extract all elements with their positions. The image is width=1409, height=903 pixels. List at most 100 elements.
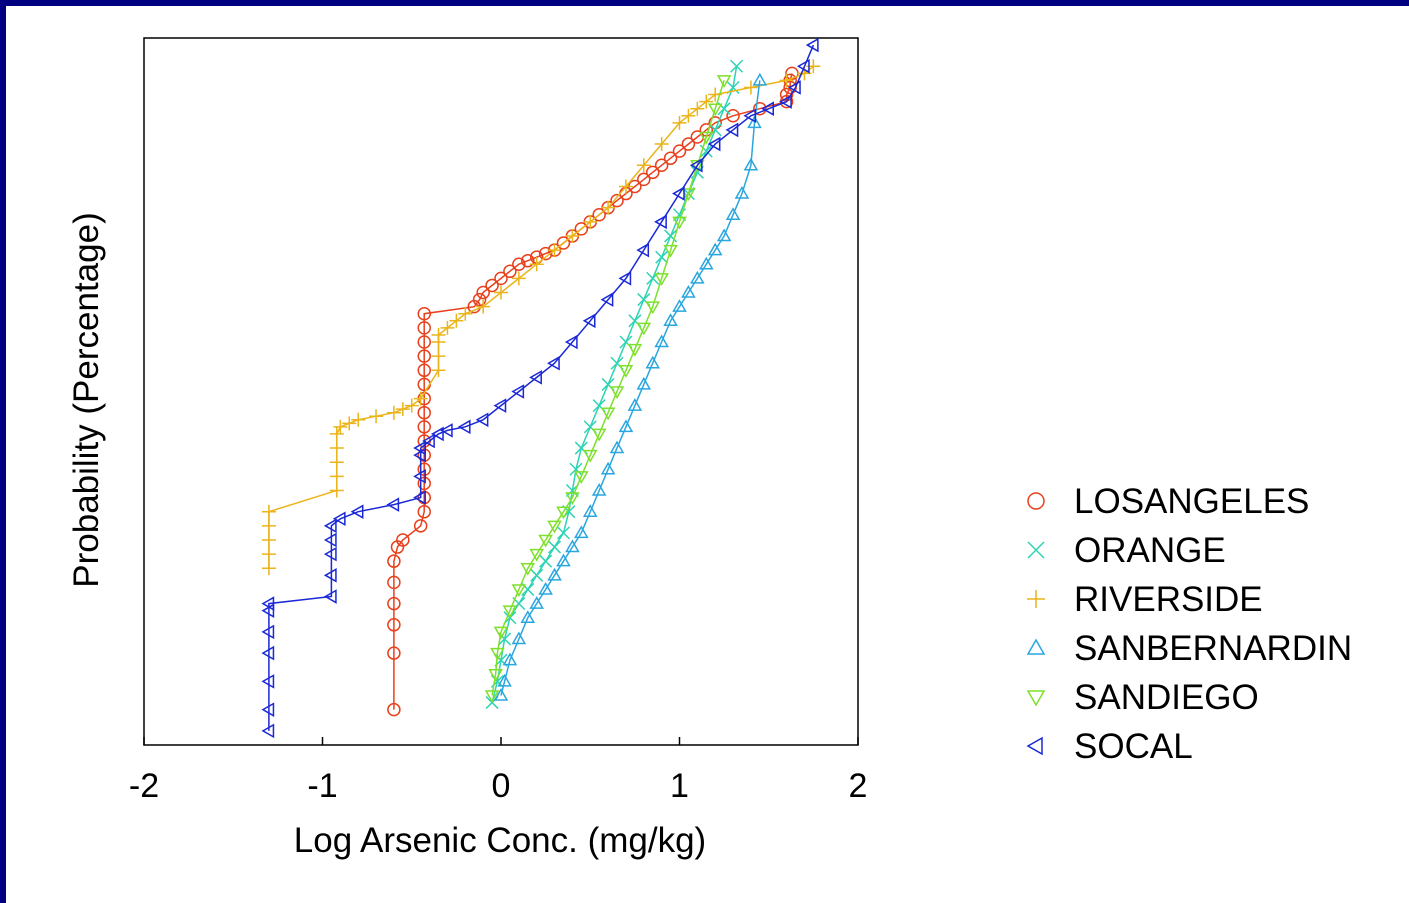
- data-point: [417, 504, 431, 519]
- data-point: [387, 596, 401, 611]
- legend-marker: [1026, 736, 1043, 756]
- data-point: [417, 405, 431, 420]
- data-point: [261, 674, 275, 689]
- data-point: [261, 702, 275, 717]
- data-point: [417, 335, 431, 349]
- data-point: [439, 423, 453, 438]
- data-point: [592, 208, 606, 222]
- legend-item: SOCAL: [1026, 727, 1193, 766]
- data-point: [475, 412, 489, 428]
- data-point: [538, 246, 553, 261]
- data-point: [663, 313, 678, 327]
- series-sanbernardin: [493, 72, 768, 701]
- data-point: [747, 115, 762, 129]
- series-socal: [261, 37, 819, 739]
- data-point: [681, 137, 696, 151]
- data-point: [574, 525, 589, 539]
- data-point: [565, 228, 580, 243]
- data-point: [805, 37, 819, 53]
- data-point: [413, 490, 426, 505]
- data-point: [600, 292, 614, 307]
- legend-marker: [1026, 638, 1046, 655]
- data-point: [655, 250, 669, 264]
- data-point: [476, 285, 490, 300]
- data-point: [396, 533, 410, 547]
- data-point: [618, 419, 634, 433]
- data-point: [636, 376, 652, 390]
- data-point: [565, 492, 580, 506]
- data-point: [404, 398, 419, 413]
- legend-item: SANBERNARDIN: [1026, 629, 1352, 668]
- x-tick-label: -2: [129, 767, 159, 805]
- data-point: [547, 567, 562, 581]
- data-point: [663, 151, 678, 165]
- data-point: [707, 103, 723, 117]
- data-point: [417, 349, 431, 363]
- data-point: [417, 462, 431, 477]
- data-point: [520, 563, 536, 576]
- data-point: [753, 101, 767, 116]
- data-point: [698, 256, 714, 270]
- data-point: [690, 270, 705, 284]
- data-point: [329, 469, 344, 484]
- data-point: [574, 471, 589, 484]
- data-point: [530, 568, 544, 582]
- data-point: [672, 216, 687, 230]
- legend-item: SANDIEGO: [1026, 678, 1259, 717]
- data-point: [654, 334, 669, 348]
- data-point: [493, 626, 509, 640]
- data-point: [609, 386, 625, 400]
- series-layer: [261, 37, 821, 739]
- series-line: [393, 73, 793, 710]
- data-point: [689, 157, 703, 173]
- data-point: [681, 285, 696, 298]
- data-point: [521, 253, 535, 268]
- data-point: [538, 534, 553, 548]
- data-point: [591, 428, 607, 442]
- data-point: [654, 158, 669, 173]
- data-point: [582, 449, 598, 463]
- data-point: [511, 584, 527, 597]
- data-point: [387, 554, 401, 568]
- data-point: [654, 137, 669, 152]
- series-line: [268, 65, 814, 569]
- data-point: [395, 402, 410, 417]
- data-point: [333, 419, 348, 434]
- data-point: [502, 605, 518, 619]
- legend-label: ORANGE: [1074, 531, 1226, 570]
- data-point: [672, 144, 687, 158]
- data-point: [431, 426, 444, 442]
- data-point: [654, 273, 669, 286]
- data-point: [484, 690, 500, 704]
- data-point: [618, 365, 634, 378]
- data-point: [779, 94, 792, 109]
- data-point: [520, 610, 536, 623]
- data-point: [743, 108, 757, 124]
- data-point: [539, 554, 553, 568]
- data-point: [387, 646, 401, 660]
- data-point: [569, 462, 583, 476]
- data-point: [261, 603, 275, 618]
- data-point: [529, 596, 544, 609]
- legend-label: SOCAL: [1074, 727, 1193, 766]
- legend-marker: [1027, 590, 1045, 608]
- x-tick-label: -1: [307, 767, 337, 805]
- data-point: [591, 482, 607, 496]
- data-point: [261, 504, 276, 519]
- series-sandiego: [484, 75, 732, 704]
- data-point: [547, 243, 562, 258]
- series-line: [268, 44, 815, 731]
- data-point: [636, 242, 650, 258]
- data-point: [699, 144, 713, 158]
- x-tick-label: 2: [849, 767, 868, 805]
- data-point: [636, 158, 651, 173]
- data-point: [672, 115, 687, 130]
- data-point: [485, 278, 499, 293]
- data-point: [779, 73, 794, 88]
- data-point: [387, 618, 401, 632]
- data-point: [796, 58, 810, 74]
- data-point: [457, 419, 471, 435]
- data-point: [547, 520, 562, 534]
- data-point: [725, 207, 741, 220]
- data-point: [440, 320, 455, 335]
